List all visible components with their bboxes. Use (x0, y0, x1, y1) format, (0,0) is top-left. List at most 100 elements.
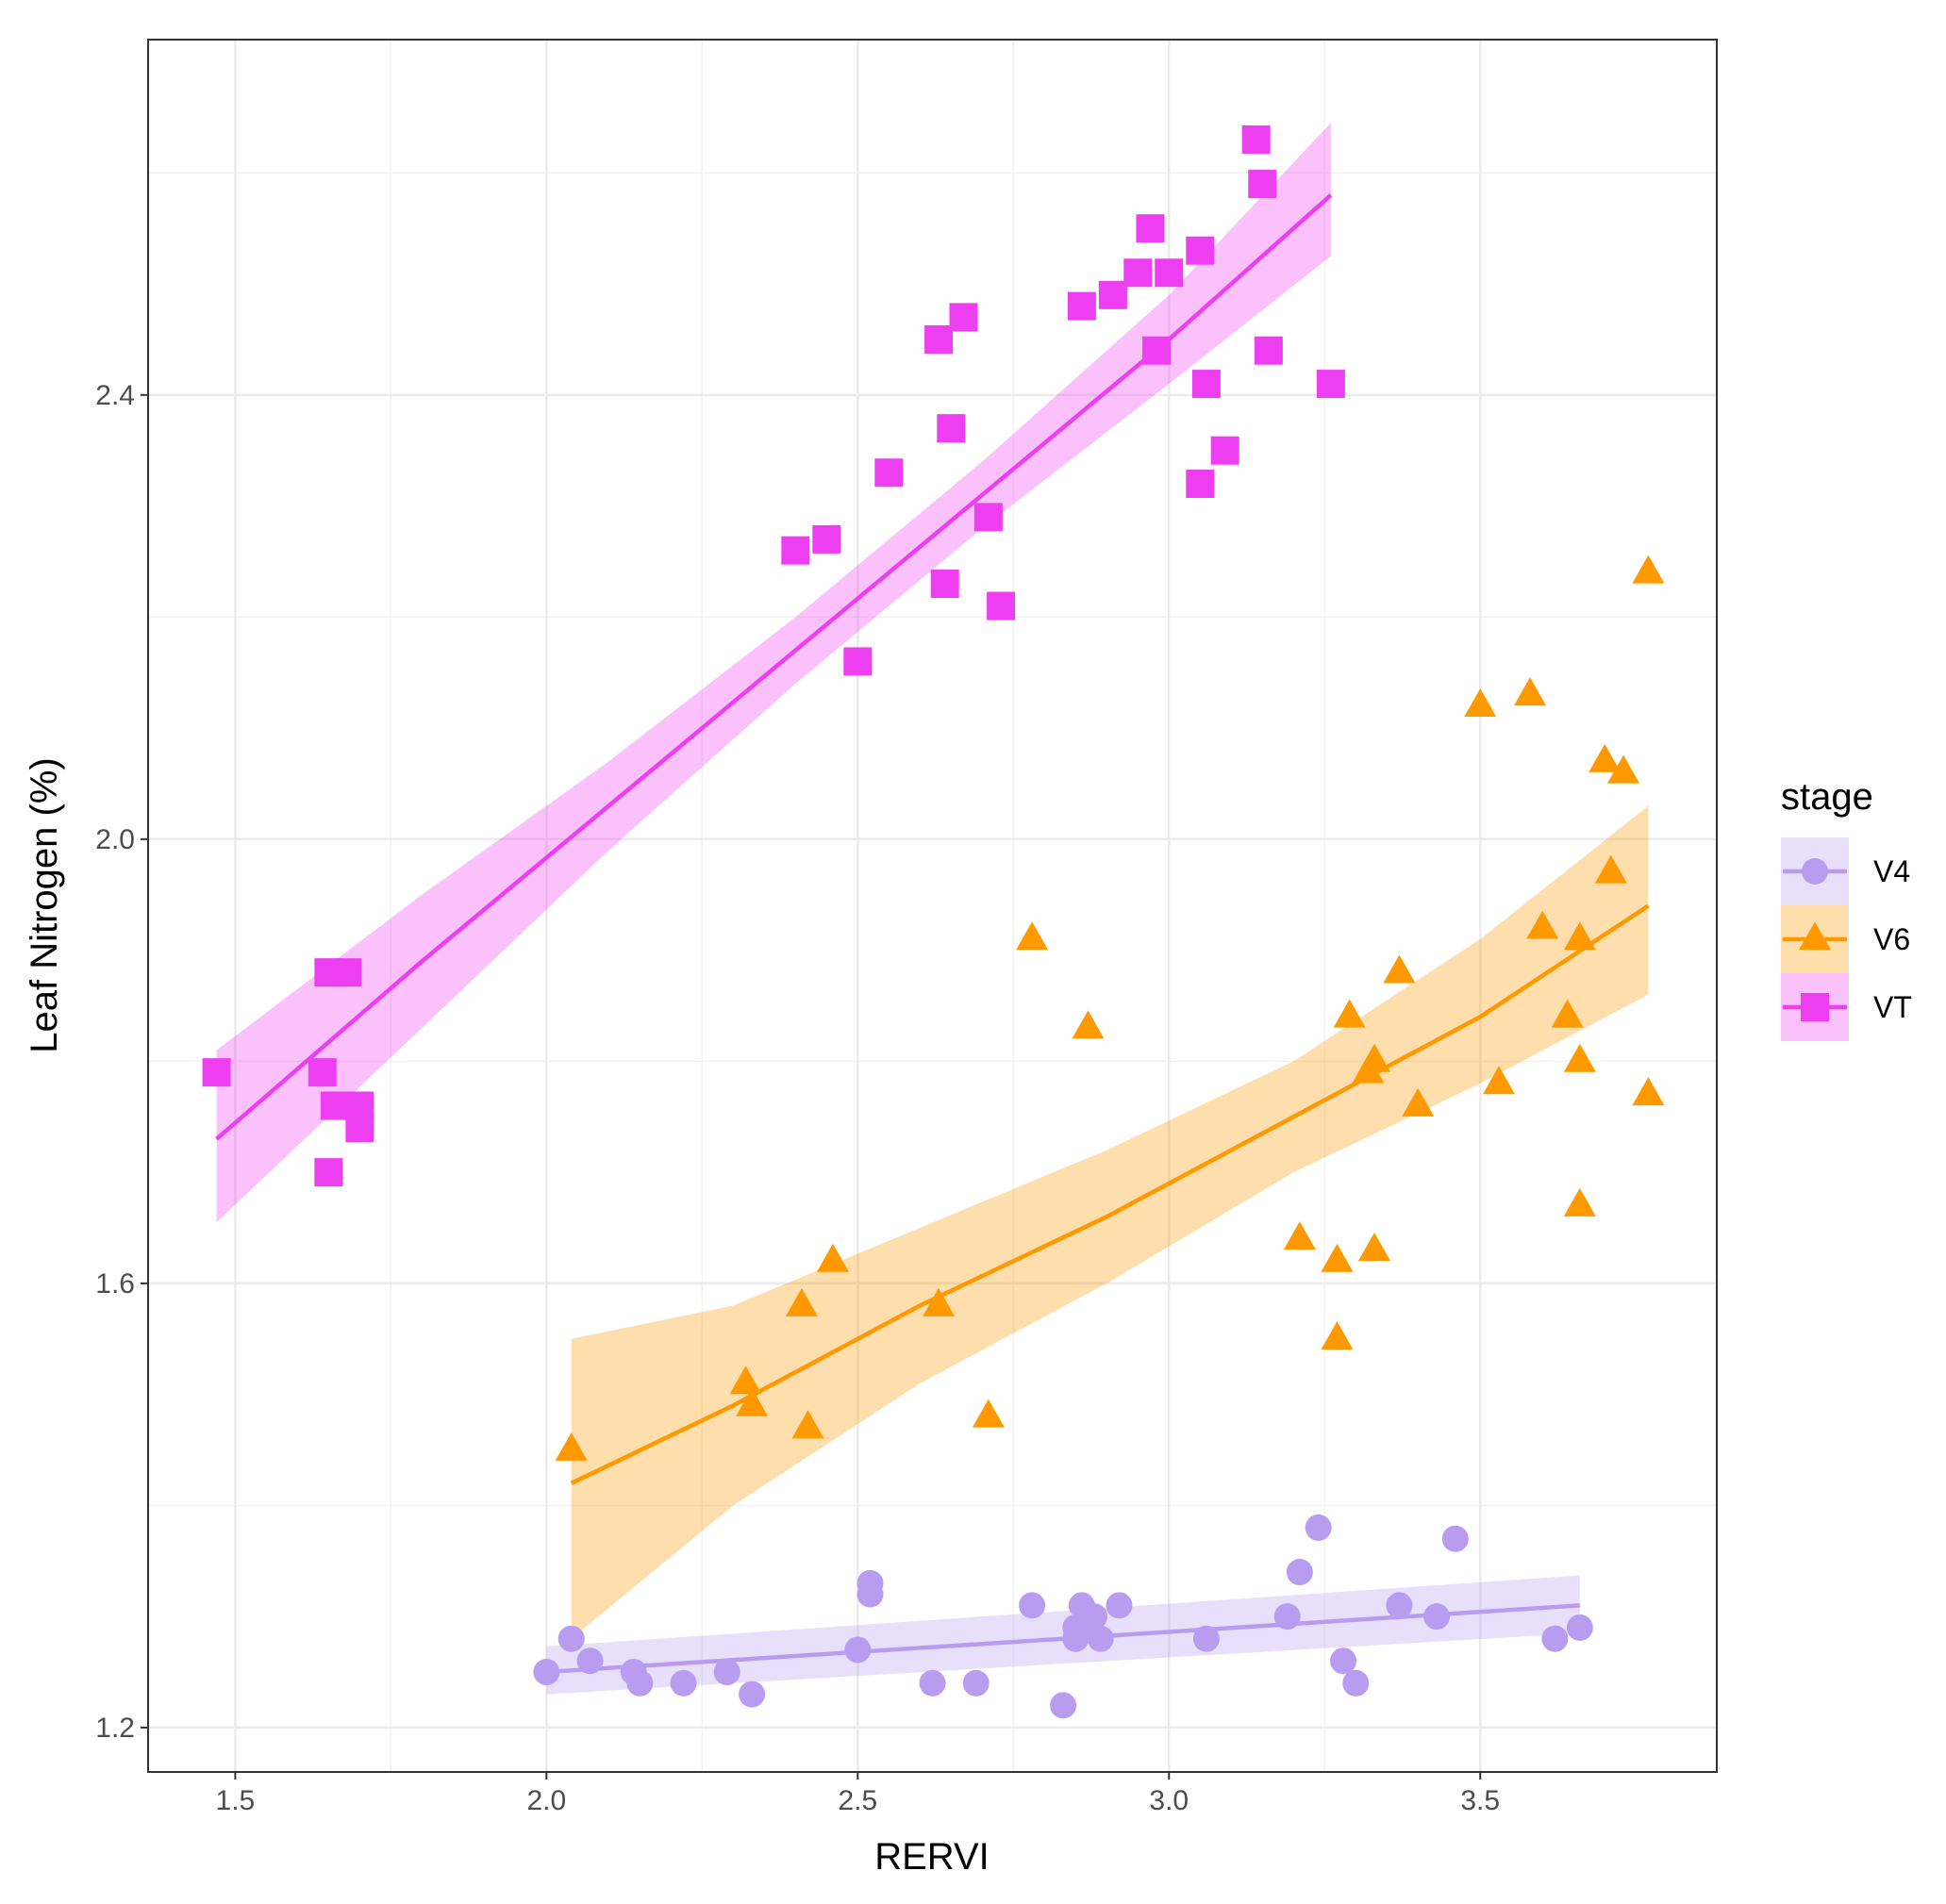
data-point-v4 (626, 1669, 654, 1697)
data-point-v4 (1330, 1647, 1357, 1675)
data-point-v4 (713, 1659, 740, 1686)
legend-marker-vt (1801, 993, 1829, 1021)
data-point-v4 (576, 1647, 604, 1675)
data-point-vt (345, 1091, 374, 1120)
y-tick-label: 1.2 (95, 1713, 135, 1744)
data-point-v4 (739, 1680, 766, 1708)
data-point-v4 (1192, 1625, 1220, 1652)
data-point-vt (1067, 291, 1096, 321)
data-point-v6 (1402, 1087, 1435, 1117)
plot-border (147, 39, 1718, 1773)
data-point-vt (1254, 336, 1283, 365)
data-point-v6 (1607, 754, 1640, 784)
data-point-vt (308, 1058, 337, 1087)
data-point-v6 (1464, 687, 1497, 717)
data-point-vt (930, 570, 959, 599)
data-point-v4 (557, 1625, 585, 1652)
data-point-v6 (1588, 743, 1622, 772)
grid-minor (148, 40, 1717, 1772)
data-point-v6 (1514, 677, 1547, 706)
data-point-v4 (857, 1581, 884, 1608)
data-point-vt (874, 458, 904, 488)
data-point-v6 (791, 1410, 824, 1439)
data-point-v4 (844, 1636, 872, 1664)
x-tick-label: 3.0 (1149, 1785, 1189, 1816)
legend-item-v6: V6 (1781, 905, 1910, 973)
legend-marker-v6 (1799, 921, 1831, 951)
data-point-v4 (1286, 1559, 1313, 1586)
data-point-v6 (1632, 1077, 1665, 1106)
plot-background (148, 40, 1717, 1772)
x-tick-label: 1.5 (216, 1785, 256, 1816)
data-point-v6 (1563, 1187, 1596, 1217)
data-point-vt (949, 303, 978, 332)
data-point-v6 (1383, 954, 1416, 984)
data-point-v4 (1541, 1625, 1569, 1652)
data-point-v6 (1563, 1043, 1596, 1072)
data-point-vt (1142, 336, 1172, 365)
data-point-v6 (1358, 1043, 1391, 1072)
data-point-v6 (816, 1243, 849, 1272)
data-point-v4 (1019, 1592, 1046, 1619)
data-point-v6 (1551, 999, 1584, 1028)
data-point-v4 (670, 1669, 697, 1697)
data-point-v6 (1526, 910, 1559, 939)
confidence-band-vt (216, 123, 1331, 1223)
data-point-vt (333, 958, 362, 987)
data-point-v4 (1087, 1625, 1114, 1652)
data-point-v4 (962, 1669, 990, 1697)
fit-line-v6 (570, 903, 1650, 1485)
data-point-v6 (1321, 1243, 1354, 1272)
data-point-v4 (1566, 1614, 1593, 1641)
data-point-vt (1316, 370, 1345, 399)
data-point-vt (314, 1158, 343, 1187)
data-point-v6 (1632, 555, 1665, 584)
data-point-vt (987, 591, 1016, 621)
data-point-v4 (1305, 1514, 1332, 1541)
data-point-vt (1191, 370, 1221, 399)
data-point-v6 (1283, 1221, 1316, 1250)
data-point-vt (1241, 124, 1271, 154)
data-point-v6 (785, 1287, 818, 1316)
data-point-vt (937, 414, 966, 443)
data-points (202, 124, 1665, 1719)
grid-major (148, 40, 1717, 1772)
data-point-v4 (1050, 1692, 1077, 1719)
confidence-band-v6 (571, 805, 1649, 1639)
data-point-v4 (1081, 1603, 1108, 1631)
data-point-v6 (736, 1387, 769, 1416)
legend-title: stage (1781, 776, 1873, 818)
data-point-v6 (1594, 854, 1627, 884)
y-tick-label: 2.4 (95, 380, 135, 411)
data-point-vt (202, 1058, 231, 1087)
data-point-vt (1186, 236, 1215, 265)
y-tick-label: 2.0 (95, 824, 135, 855)
data-point-v4 (1106, 1592, 1133, 1619)
data-point-v6 (1072, 1010, 1105, 1039)
x-tick-label: 2.5 (838, 1785, 877, 1816)
x-axis: 1.5 2.0 2.5 3.0 3.5 (216, 1772, 1500, 1816)
legend-marker-v4 (1802, 858, 1828, 885)
x-tick-label: 3.5 (1460, 1785, 1500, 1816)
data-point-v4 (1273, 1603, 1301, 1631)
data-point-v6 (923, 1287, 956, 1316)
legend-item-vt: VT (1781, 973, 1912, 1041)
data-point-vt (1248, 170, 1277, 199)
data-point-vt (843, 647, 873, 676)
data-point-vt (1098, 280, 1127, 309)
data-point-v4 (919, 1669, 946, 1697)
data-point-vt (973, 503, 1003, 532)
data-point-v6 (1358, 1232, 1391, 1261)
data-point-v4 (1386, 1592, 1413, 1619)
data-point-vt (812, 524, 841, 554)
data-point-vt (1136, 214, 1165, 243)
legend-label-vt: VT (1873, 990, 1912, 1024)
data-point-v6 (555, 1432, 588, 1461)
data-point-v6 (972, 1399, 1005, 1428)
data-point-vt (1210, 436, 1239, 465)
data-point-vt (1155, 258, 1184, 288)
data-point-v6 (1483, 1066, 1516, 1095)
legend: stage V4 V6 VT (1781, 776, 1912, 1041)
x-axis-title: RERVI (874, 1836, 990, 1878)
y-tick-label: 1.6 (95, 1268, 135, 1300)
